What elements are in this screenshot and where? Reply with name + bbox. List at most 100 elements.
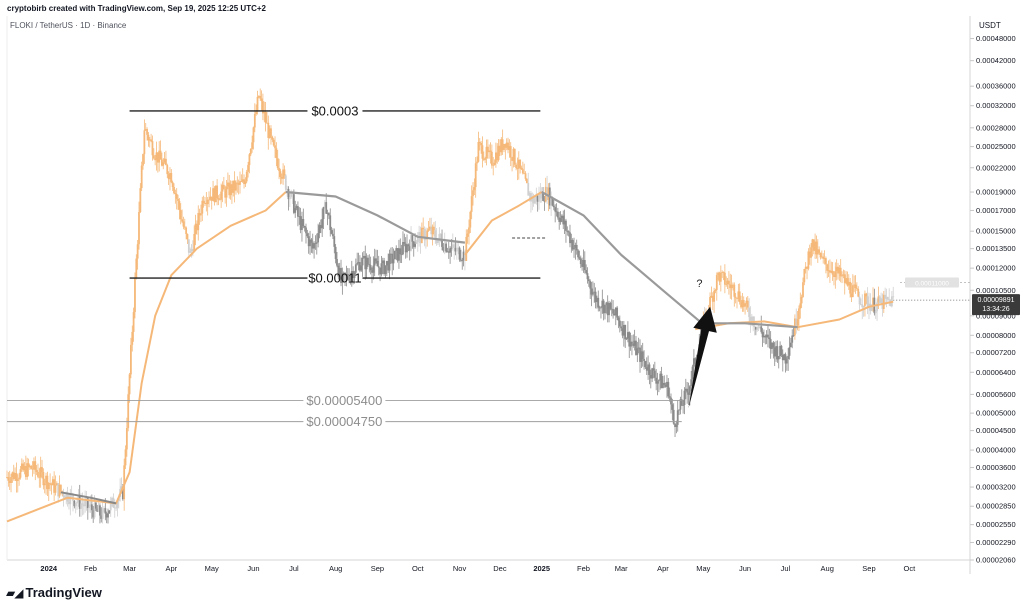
candle-body xyxy=(53,479,56,493)
candle xyxy=(78,484,81,517)
candle xyxy=(37,463,39,479)
candle xyxy=(438,227,441,247)
candle-body xyxy=(858,296,861,305)
last-price-label: 0.00009891 xyxy=(978,297,1015,304)
candle-body xyxy=(773,347,776,357)
candle xyxy=(73,500,76,509)
candle-body xyxy=(342,272,345,274)
candle xyxy=(792,327,795,337)
candle xyxy=(559,211,562,225)
candle-body xyxy=(884,294,887,299)
candle xyxy=(385,260,388,277)
candle xyxy=(267,115,270,150)
candle-body xyxy=(357,262,360,264)
candle-body xyxy=(609,302,612,309)
candle xyxy=(96,504,99,513)
candle-body xyxy=(319,225,322,229)
candle xyxy=(574,242,577,260)
candle-body xyxy=(612,309,614,314)
candle-body xyxy=(179,210,182,220)
candle-body xyxy=(764,335,767,338)
ghost-price-label: 0.00011000 xyxy=(915,281,949,288)
candle xyxy=(644,360,647,370)
candle-body xyxy=(65,492,68,500)
candle xyxy=(723,264,726,294)
x-axis[interactable]: 2024 Feb Mar Apr May Jun Jul Aug Sep Oct Nov Dec 202… xyxy=(40,564,916,573)
candle-body xyxy=(525,178,528,184)
y-tick-label: 0.00002060 xyxy=(976,556,1016,565)
candle-body xyxy=(462,251,465,261)
candle-body xyxy=(295,206,298,209)
candle xyxy=(575,239,578,255)
candle-body xyxy=(566,230,569,232)
candle-body xyxy=(857,288,860,297)
candle-body xyxy=(565,220,567,231)
candle-body xyxy=(16,479,19,481)
candle-body xyxy=(24,466,27,477)
candle-body xyxy=(577,250,579,258)
candle-body xyxy=(465,236,468,261)
candle xyxy=(748,298,751,326)
candle-body xyxy=(76,501,78,504)
candle xyxy=(371,267,373,284)
candle-body xyxy=(208,199,210,201)
candle xyxy=(591,281,594,297)
candle xyxy=(722,271,725,281)
candle xyxy=(783,353,786,361)
candle-body xyxy=(131,331,134,345)
candle xyxy=(248,153,251,174)
candle xyxy=(672,403,675,425)
candle-body xyxy=(864,293,866,306)
candle-body xyxy=(200,213,202,216)
candle-body xyxy=(636,348,639,355)
candle-body xyxy=(569,232,571,244)
candle xyxy=(167,171,170,185)
candle xyxy=(212,180,214,201)
candle xyxy=(468,219,470,245)
candle-body xyxy=(819,252,822,258)
candle xyxy=(257,95,260,99)
candle xyxy=(788,336,791,360)
candle xyxy=(163,152,166,164)
candle-body xyxy=(115,507,117,509)
candle-body xyxy=(780,345,783,356)
candle xyxy=(101,501,104,524)
candle xyxy=(159,140,162,160)
candle-body xyxy=(709,297,711,313)
candle xyxy=(465,229,468,262)
candle xyxy=(369,256,372,275)
candle-body xyxy=(663,382,666,385)
candle-body xyxy=(691,366,694,380)
symbol-line[interactable]: FLOKI / TetherUS · 1D · Binance xyxy=(10,21,127,30)
candle xyxy=(602,298,605,321)
candle-body xyxy=(55,483,58,486)
candle-body xyxy=(853,284,856,286)
candle xyxy=(221,181,224,203)
candle xyxy=(810,243,812,266)
candle xyxy=(178,198,181,220)
candle xyxy=(692,349,695,376)
candle xyxy=(408,239,411,261)
candle-body xyxy=(74,503,77,507)
candle-body xyxy=(372,265,375,273)
candle-body xyxy=(608,302,610,316)
candle-body xyxy=(711,295,714,302)
candle xyxy=(880,292,883,304)
candle xyxy=(144,122,147,131)
candle-body xyxy=(474,163,477,188)
candle xyxy=(109,496,112,517)
candle-body xyxy=(521,169,524,174)
x-tick-label: Aug xyxy=(329,564,342,573)
y-axis[interactable]: 0.00048000 0.00042000 0.00036000 0.00032000… xyxy=(970,34,1016,565)
candle xyxy=(768,328,771,349)
candle-body xyxy=(54,485,57,493)
candle xyxy=(758,325,761,330)
candle-body xyxy=(245,171,248,182)
candle-body xyxy=(162,162,165,166)
candle xyxy=(228,174,231,199)
candle-body xyxy=(472,190,474,197)
candle xyxy=(480,140,482,154)
candle xyxy=(458,246,461,262)
candle-body xyxy=(573,247,575,250)
